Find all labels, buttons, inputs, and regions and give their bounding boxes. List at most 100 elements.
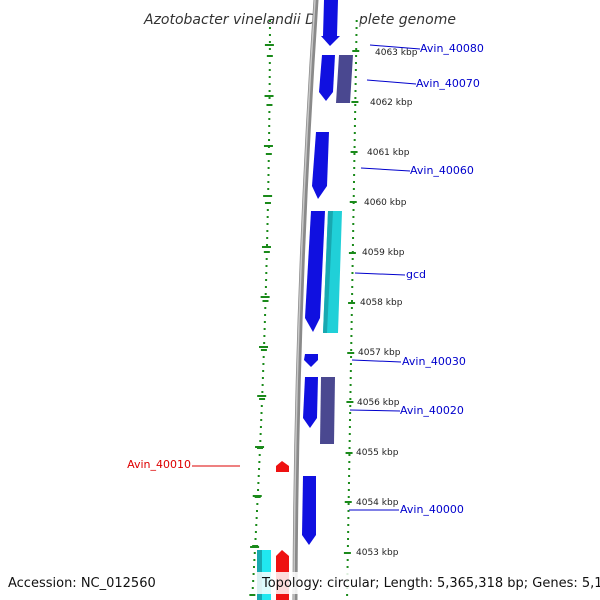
gc-tick-left xyxy=(258,454,261,456)
gc-dash-right xyxy=(345,452,353,454)
scale-label: 4062 kbp xyxy=(370,98,413,108)
scale-label: 4057 kbp xyxy=(358,348,401,358)
gc-dash-right xyxy=(350,151,358,153)
scale-label: 4059 kbp xyxy=(362,248,405,258)
gc-tick-right xyxy=(347,531,350,533)
gc-tick-right xyxy=(355,48,358,50)
gene-feature-gcd xyxy=(305,211,325,332)
gc-tick-right xyxy=(354,118,357,120)
gc-tick-left xyxy=(267,167,270,169)
gc-tick-left xyxy=(252,566,255,568)
gc-tick-left xyxy=(251,587,254,589)
gene-label[interactable]: Avin_40080 xyxy=(420,42,484,55)
gc-tick-left xyxy=(268,69,271,71)
gc-tick-left xyxy=(268,62,271,64)
gc-tick-right xyxy=(349,398,352,400)
gc-tick-left xyxy=(267,174,270,176)
gc-tick-left xyxy=(266,237,269,239)
gene-label[interactable]: Avin_40000 xyxy=(400,503,464,516)
gc-tick-left xyxy=(260,349,267,351)
gc-tick-left xyxy=(263,335,266,337)
gc-tick-right xyxy=(353,160,356,162)
gc-tick-right xyxy=(353,153,356,155)
gc-tick-right xyxy=(352,237,355,239)
gc-dash-left xyxy=(252,495,262,497)
gc-dash-left xyxy=(255,446,265,448)
scale-labels: 4063 kbp 4062 kbp 4061 kbp 4060 kbp 4059 kbp… xyxy=(356,48,418,558)
gc-tick-left xyxy=(263,342,266,344)
gc-tick-left xyxy=(268,20,271,22)
gc-tick-right xyxy=(349,419,352,421)
gene-feature-dark-top xyxy=(324,2,337,30)
gc-tick-left xyxy=(265,272,268,274)
gc-tick-left xyxy=(266,55,273,57)
gc-tick-left xyxy=(267,188,270,190)
gc-dash-right xyxy=(351,101,359,103)
gc-tick-left xyxy=(268,48,271,50)
gc-tick-right xyxy=(350,335,353,337)
gc-tick-left xyxy=(264,293,267,295)
gc-dash-left xyxy=(250,546,260,548)
gc-tick-left xyxy=(261,384,264,386)
gc-dash-left xyxy=(257,395,267,397)
gc-tick-right xyxy=(349,384,352,386)
gc-tick-right xyxy=(349,377,352,379)
gc-tick-right xyxy=(351,300,353,302)
gene-label-leader-line xyxy=(354,272,406,276)
gc-tick-right xyxy=(349,412,352,414)
gc-dash-right xyxy=(343,552,351,554)
gc-tick-right xyxy=(347,482,350,484)
gc-tick-right xyxy=(349,391,352,393)
gc-tick-left xyxy=(261,377,264,379)
gc-tick-left xyxy=(262,300,269,302)
gc-dash-left xyxy=(264,44,274,46)
gene-label[interactable]: Avin_40010 xyxy=(127,458,191,471)
gc-tick-right xyxy=(346,594,349,596)
gc-tick-left xyxy=(266,223,269,225)
gc-tick-left xyxy=(267,160,270,162)
gc-tick-left xyxy=(253,559,256,561)
gc-tick-left xyxy=(259,433,262,435)
gc-tick-left xyxy=(259,426,262,428)
gc-tick-left xyxy=(266,104,273,106)
gene-label[interactable]: Avin_40060 xyxy=(410,164,474,177)
gc-tick-left xyxy=(264,314,267,316)
gene-label[interactable]: Avin_40020 xyxy=(400,404,464,417)
gene-label[interactable]: Avin_40070 xyxy=(416,77,480,90)
gc-tick-right xyxy=(348,426,351,428)
gc-dash-left xyxy=(263,195,273,197)
gc-dash-right xyxy=(349,201,357,203)
gc-tick-right xyxy=(355,27,358,29)
gene-label-leader-line xyxy=(369,44,421,50)
gc-tick-right xyxy=(355,34,358,36)
gc-tick-right xyxy=(354,69,357,71)
gc-tick-right xyxy=(348,454,351,456)
gc-tick-right xyxy=(355,20,358,22)
gc-tick-left xyxy=(265,265,268,267)
gc-dash-left xyxy=(263,145,273,147)
gene-label[interactable]: gcd xyxy=(406,268,426,281)
gc-dash-left xyxy=(260,296,270,298)
gc-tick-right xyxy=(349,370,352,372)
gene-feature-avin-40010 xyxy=(276,461,289,472)
gc-tick-left xyxy=(255,524,258,526)
gc-tick-left xyxy=(254,531,257,533)
gc-dash-right xyxy=(344,501,352,503)
gene-label-leader-line xyxy=(366,79,417,85)
gene-label[interactable]: Avin_40030 xyxy=(402,355,466,368)
gc-tick-left xyxy=(260,405,263,407)
gc-tick-left xyxy=(260,419,263,421)
gc-tick-left xyxy=(256,503,259,505)
accession-text: Accession: NC_012560 xyxy=(8,576,156,591)
gc-tick-left xyxy=(268,27,271,29)
gc-tick-right xyxy=(354,104,357,106)
gene-label-leader-line xyxy=(351,359,402,363)
scale-label: 4058 kbp xyxy=(360,298,403,308)
gc-dash-left xyxy=(259,346,269,348)
scale-label: 4055 kbp xyxy=(356,448,399,458)
gc-tick-right xyxy=(355,41,358,43)
gc-tick-left xyxy=(268,111,271,113)
scale-label: 4053 kbp xyxy=(356,548,399,558)
